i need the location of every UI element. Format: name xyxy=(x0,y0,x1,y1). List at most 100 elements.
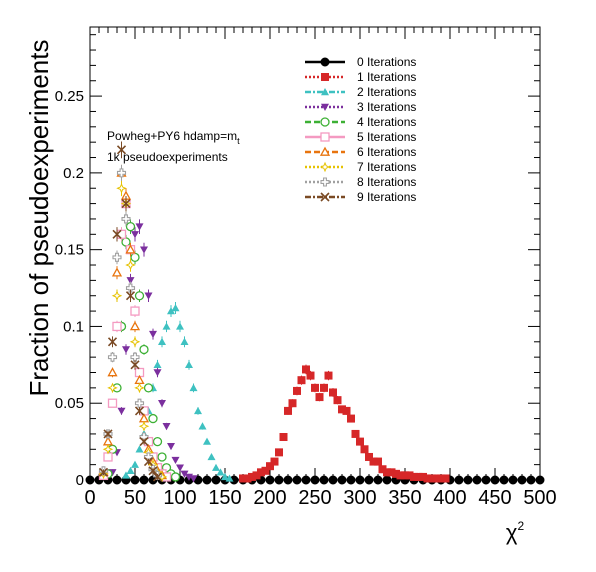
legend-marker xyxy=(319,146,331,156)
x-axis-title-sup: 2 xyxy=(517,519,524,533)
series-0-point xyxy=(301,475,311,485)
series-9-point xyxy=(112,229,122,239)
legend-label: 1 Iterations xyxy=(357,70,416,84)
series-3-point xyxy=(176,464,184,472)
series-9-point xyxy=(125,291,136,301)
series-9-point xyxy=(134,406,145,416)
series-3-point xyxy=(131,231,139,239)
series-8-point xyxy=(134,398,145,408)
series-1-point xyxy=(396,471,405,480)
series-3-point xyxy=(149,330,157,339)
series-0-point xyxy=(139,475,149,485)
series-0-point xyxy=(202,475,212,485)
series-0-point xyxy=(292,475,302,485)
legend-entry: 0 Iterations xyxy=(305,55,416,69)
series-6-point xyxy=(129,321,141,331)
series-3 xyxy=(108,219,198,483)
series-9-point xyxy=(107,337,118,347)
series-2-point xyxy=(225,474,234,482)
series-0-point xyxy=(346,475,356,485)
series-9-point xyxy=(130,360,140,370)
series-4-point xyxy=(148,413,158,424)
series-1-point xyxy=(333,396,342,405)
series-7-point xyxy=(102,444,114,455)
series-2-point xyxy=(185,360,193,369)
series-3-point xyxy=(167,443,175,451)
legend-label: 6 Iterations xyxy=(357,145,416,159)
series-1-point xyxy=(288,399,297,408)
series-2-point xyxy=(198,422,207,430)
series-1-point xyxy=(324,371,333,380)
series-0-point xyxy=(85,475,95,485)
annotation-generator-text: Powheg+PY6 hdamp=m xyxy=(107,129,237,143)
series-1-point xyxy=(311,383,319,392)
series-1-point xyxy=(252,471,261,480)
legend-entry: 3 Iterations xyxy=(305,100,416,114)
series-1-point xyxy=(275,448,283,457)
y-tick-label: 0.05 xyxy=(55,395,84,412)
series-6-point xyxy=(125,244,136,254)
y-tick-label: 0.15 xyxy=(55,242,84,259)
x-tick-label: 150 xyxy=(208,487,241,509)
series-9-point xyxy=(139,437,149,447)
x-axis-ticks: 0 50 100 150 200 250 300 350 400 450 500 xyxy=(84,27,557,509)
plot-frame xyxy=(89,26,541,481)
legend-entry: 1 Iterations xyxy=(305,70,416,84)
series-5-point xyxy=(107,398,118,408)
x-axis-title: χ2 xyxy=(506,519,525,545)
series-9-point xyxy=(103,429,113,439)
series-2-point xyxy=(221,472,229,481)
series-3-point xyxy=(153,369,162,377)
series-4-point xyxy=(157,452,167,462)
series-2-point xyxy=(135,445,144,453)
series-7-point xyxy=(107,382,118,394)
series-6-point xyxy=(107,367,118,377)
series-4-point xyxy=(134,291,145,301)
series-1-point xyxy=(356,437,364,446)
y-tick-label: 0.2 xyxy=(63,165,84,182)
series-9-point xyxy=(116,145,127,155)
legend-marker xyxy=(321,88,329,96)
series-2-point xyxy=(158,337,166,345)
series-2-point xyxy=(180,337,189,345)
series-0-point xyxy=(454,475,464,485)
legend-entry: 6 Iterations xyxy=(305,145,416,159)
series-1-point xyxy=(342,406,351,415)
series-1-point xyxy=(392,469,400,478)
legend-entry: 2 Iterations xyxy=(305,85,416,99)
legend-label: 2 Iterations xyxy=(357,85,416,99)
series-2-point xyxy=(207,452,216,461)
series-0-point xyxy=(319,475,329,485)
series-8-point xyxy=(130,352,140,362)
series-2-point xyxy=(203,437,211,445)
series-4-point xyxy=(125,221,136,232)
series-2-point xyxy=(153,360,162,369)
series-4-point xyxy=(152,436,163,447)
series-0-point xyxy=(472,475,482,485)
series-8-point xyxy=(116,168,127,178)
series-9-point xyxy=(152,472,163,482)
series-0-point xyxy=(481,475,491,485)
series-1-point xyxy=(428,474,436,483)
series-0-point xyxy=(508,475,518,485)
x-tick-label: 450 xyxy=(478,487,511,509)
y-tick-label: 0 xyxy=(76,472,84,489)
series-1-point xyxy=(329,388,337,397)
series-1-point xyxy=(410,472,418,481)
series-1-point xyxy=(266,462,274,471)
series-9 xyxy=(98,141,163,482)
x-tick-label: 0 xyxy=(84,487,95,509)
series-2-point xyxy=(216,468,225,476)
series-3-point xyxy=(180,470,189,478)
legend-label: 3 Iterations xyxy=(357,100,416,114)
series-1-point xyxy=(302,365,310,374)
series-3-point xyxy=(122,346,130,354)
y-axis-ticks: 0 0.05 0.1 0.15 0.2 0.25 xyxy=(55,34,540,489)
series-1-point xyxy=(338,405,346,414)
legend-label: 9 Iterations xyxy=(357,190,416,204)
series-8-point xyxy=(125,283,136,293)
series-0-point xyxy=(130,475,140,485)
series-0-point xyxy=(337,475,347,485)
series-1-point xyxy=(437,474,445,483)
series-0-point xyxy=(382,475,392,485)
